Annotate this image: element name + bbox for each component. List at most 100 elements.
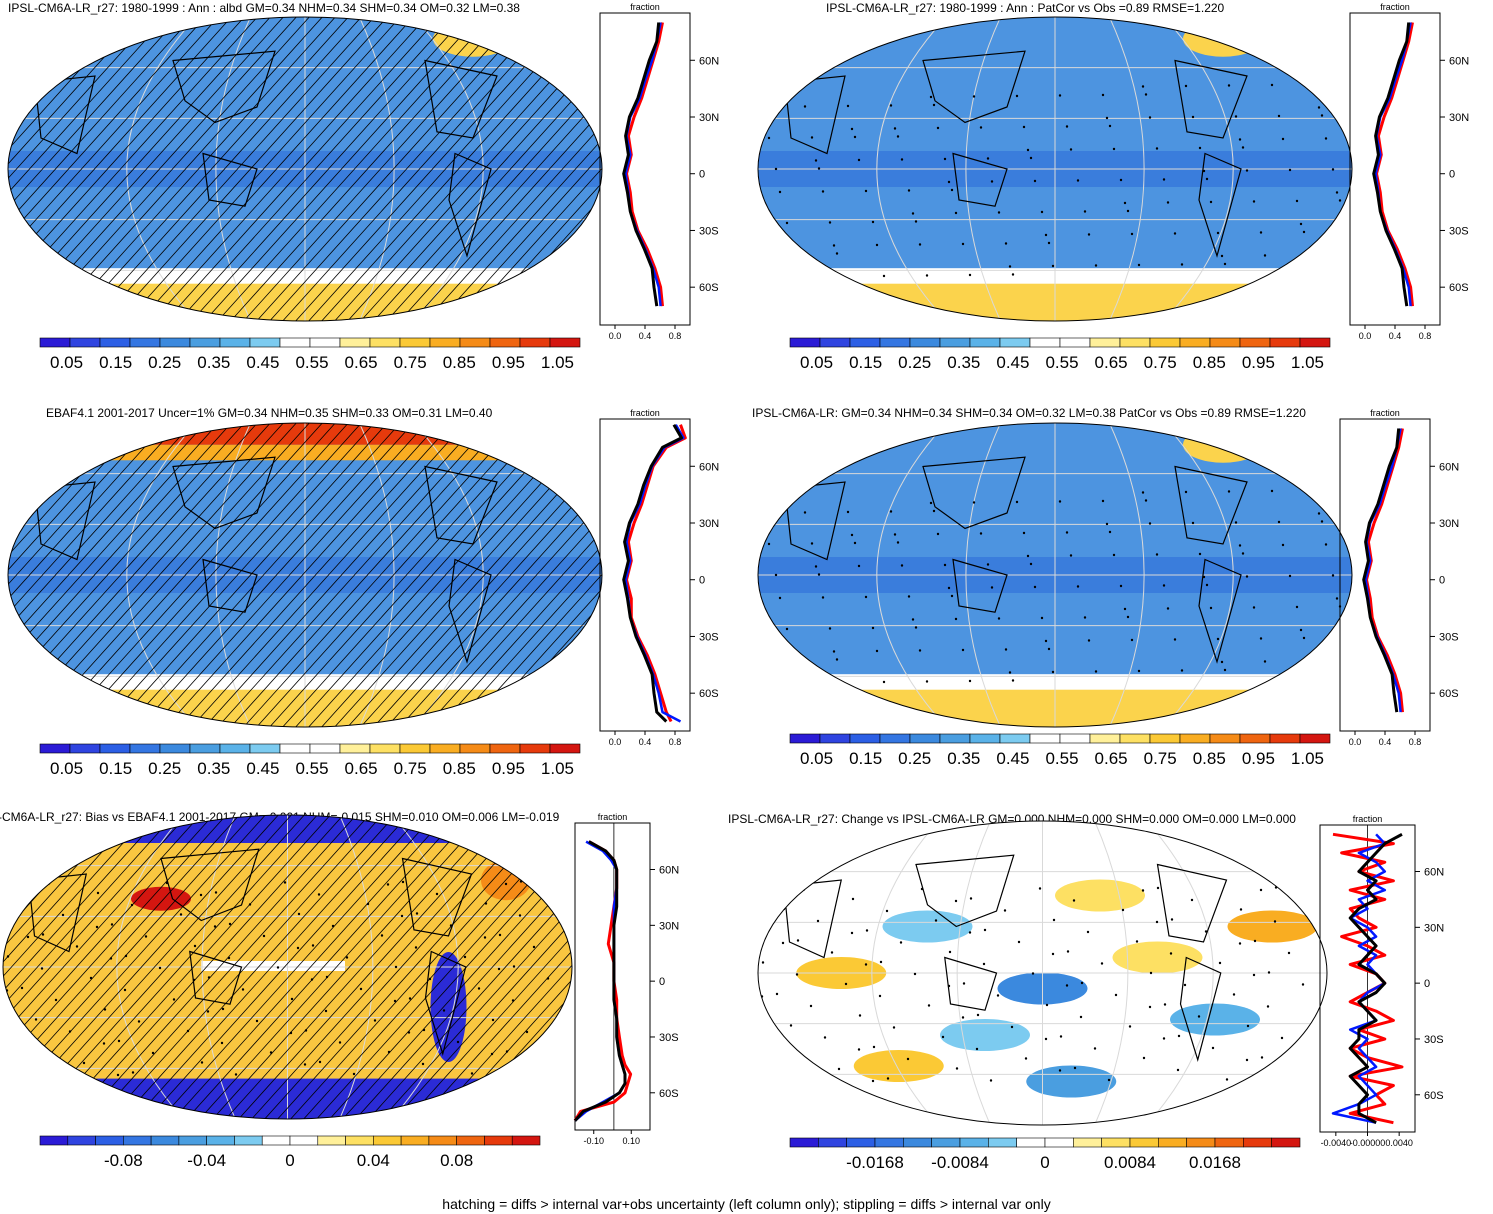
x-tick-label: 0.10	[622, 1136, 640, 1146]
hatch-line	[123, 17, 404, 321]
y-tick-label: 60N	[1449, 55, 1469, 67]
hatch-line	[209, 815, 490, 1119]
stipple-dot	[817, 167, 821, 170]
hatch-line	[162, 423, 443, 727]
hatch-line	[3, 815, 178, 1119]
stipple-dot	[428, 977, 432, 981]
stipple-dot	[828, 221, 832, 224]
hatch-line	[8, 423, 183, 727]
coastline	[784, 75, 846, 155]
x-tick-label: -0.00000	[1350, 1138, 1386, 1148]
stipple-dot	[830, 951, 834, 954]
change-anomaly	[1170, 1003, 1260, 1036]
coastline	[34, 481, 96, 561]
profile-series-0	[625, 424, 687, 723]
stipple-dot	[799, 488, 803, 491]
colorbar-box	[999, 337, 1031, 348]
coastline	[424, 59, 498, 139]
profile-series-2	[1362, 428, 1401, 713]
longitude-gridline	[1146, 821, 1214, 1125]
x-tick-label: -0.0040	[1321, 1138, 1352, 1148]
stipple-dot	[199, 893, 203, 897]
stipple-dot	[1126, 615, 1130, 619]
stipple-dot	[927, 1004, 931, 1007]
stipple-dot	[799, 82, 803, 85]
stipple-dot	[1128, 1025, 1132, 1028]
stipple-dot	[1059, 1035, 1063, 1038]
stipple-dot	[228, 922, 232, 926]
colorbar-box	[1059, 733, 1091, 744]
stipple-dot	[1015, 94, 1019, 98]
stipple-dot	[796, 939, 800, 942]
stipple-dot	[1003, 909, 1007, 912]
stipple-dot	[1137, 263, 1141, 267]
stipple-dot	[54, 998, 58, 1002]
stipple-dot	[1211, 1046, 1215, 1050]
stipple-dot	[1263, 254, 1267, 257]
stipple-dot	[839, 275, 843, 278]
profile-series-1	[624, 22, 662, 307]
stipple-dot	[41, 933, 45, 936]
stipple-dot	[899, 941, 903, 944]
y-tick-label: 0	[699, 575, 705, 587]
stipple-dot	[1180, 669, 1184, 672]
hatch-line	[144, 815, 425, 1119]
stipple-dot	[213, 925, 217, 928]
stipple-dot	[1259, 231, 1263, 234]
stipple-dot	[914, 220, 918, 223]
stipple-dot	[1288, 574, 1292, 578]
y-tick-label: 30S	[1439, 631, 1459, 643]
stipple-dot	[936, 126, 940, 130]
stipple-dot	[792, 658, 796, 662]
map-outline	[7, 16, 603, 322]
longitude-gridline	[1094, 821, 1129, 1125]
stipple-dot	[810, 136, 814, 139]
stipple-dot	[835, 252, 839, 255]
colorbar-box	[456, 1135, 485, 1146]
colorbar-box	[549, 743, 581, 754]
y-tick-label: 60N	[659, 865, 679, 877]
stipple-dot	[982, 962, 986, 966]
stipple-dot	[1087, 233, 1091, 236]
x-tick-label: 0.0040	[1385, 1138, 1413, 1148]
colorbar-box	[69, 337, 101, 348]
profile-series-2	[622, 22, 661, 307]
stipple-dot	[810, 542, 814, 545]
x-tick-label: 0.8	[669, 331, 682, 341]
profile-frame	[1349, 12, 1441, 326]
profile-frame	[574, 822, 651, 1131]
coastline	[448, 152, 492, 258]
hatch-line	[45, 423, 326, 727]
hatch-line	[227, 17, 508, 321]
hatch-line	[8, 423, 144, 727]
coastline	[944, 956, 998, 1011]
panel-change: IPSL-CM6A-LR_r27: Change vs IPSL-CM6A-LR…	[728, 808, 1493, 1188]
stipple-dot	[961, 242, 965, 246]
colorbar-box	[789, 733, 821, 744]
stipple-dot	[1135, 940, 1139, 943]
stipple-dot	[979, 532, 983, 535]
stipple-dot	[1270, 83, 1274, 87]
map-model-vs-obs	[757, 16, 1353, 322]
stipple-dot	[1114, 993, 1118, 997]
stipple-dot	[491, 1018, 495, 1022]
colorbar-box	[1179, 733, 1211, 744]
profile-title: fraction	[1380, 2, 1410, 12]
stipple-dot	[1076, 585, 1080, 588]
coastline	[1156, 863, 1228, 943]
stipple-dot	[918, 243, 922, 246]
stipple-dot	[1267, 971, 1271, 974]
stipple-dot	[1015, 500, 1019, 504]
stipple-dot	[889, 510, 893, 513]
stipple-dot	[61, 913, 65, 917]
colorbar-label: 0.95	[492, 759, 525, 778]
stipple-dot	[1216, 637, 1220, 641]
hatch-line	[3, 815, 217, 1119]
colorbar-label: 0.15	[99, 759, 132, 778]
stipple-dot	[1108, 530, 1112, 534]
stipple-dot	[1029, 562, 1033, 566]
hatch-line	[40, 815, 321, 1119]
longitude-gridline	[391, 815, 459, 1119]
colorbar-label: 0.35	[197, 353, 230, 372]
stipple-dot	[1239, 908, 1243, 911]
